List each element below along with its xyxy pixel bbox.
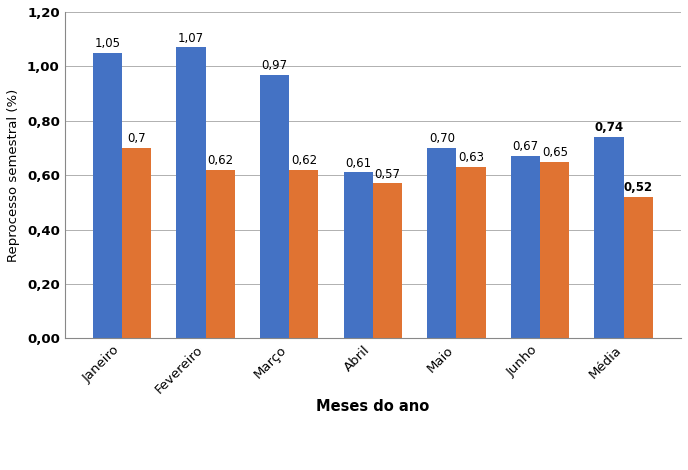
Text: 0,97: 0,97 xyxy=(261,59,288,72)
Text: 0,65: 0,65 xyxy=(541,146,568,159)
Y-axis label: Reprocesso semestral (%): Reprocesso semestral (%) xyxy=(7,88,20,262)
Bar xyxy=(511,156,540,338)
Bar xyxy=(176,47,206,338)
Bar xyxy=(289,170,319,338)
Bar xyxy=(540,162,570,338)
Bar xyxy=(343,172,373,338)
Text: 0,74: 0,74 xyxy=(594,121,624,134)
X-axis label: Meses do ano: Meses do ano xyxy=(316,399,429,414)
Bar xyxy=(427,148,456,338)
Text: 0,67: 0,67 xyxy=(513,141,539,153)
Bar xyxy=(594,137,624,338)
Bar xyxy=(206,170,235,338)
Text: 1,07: 1,07 xyxy=(178,31,204,45)
Text: 0,62: 0,62 xyxy=(207,154,233,167)
Bar xyxy=(624,197,653,338)
Bar xyxy=(122,148,151,338)
Text: 0,52: 0,52 xyxy=(624,181,653,194)
Text: 0,61: 0,61 xyxy=(345,157,372,170)
Text: 0,62: 0,62 xyxy=(291,154,317,167)
Bar xyxy=(260,75,289,338)
Bar xyxy=(373,183,402,338)
Text: 0,63: 0,63 xyxy=(458,151,484,164)
Text: 0,57: 0,57 xyxy=(374,168,400,180)
Text: 0,70: 0,70 xyxy=(429,132,455,145)
Bar xyxy=(456,167,486,338)
Bar xyxy=(93,53,122,338)
Text: 1,05: 1,05 xyxy=(94,37,120,50)
Text: 0,7: 0,7 xyxy=(127,132,146,145)
